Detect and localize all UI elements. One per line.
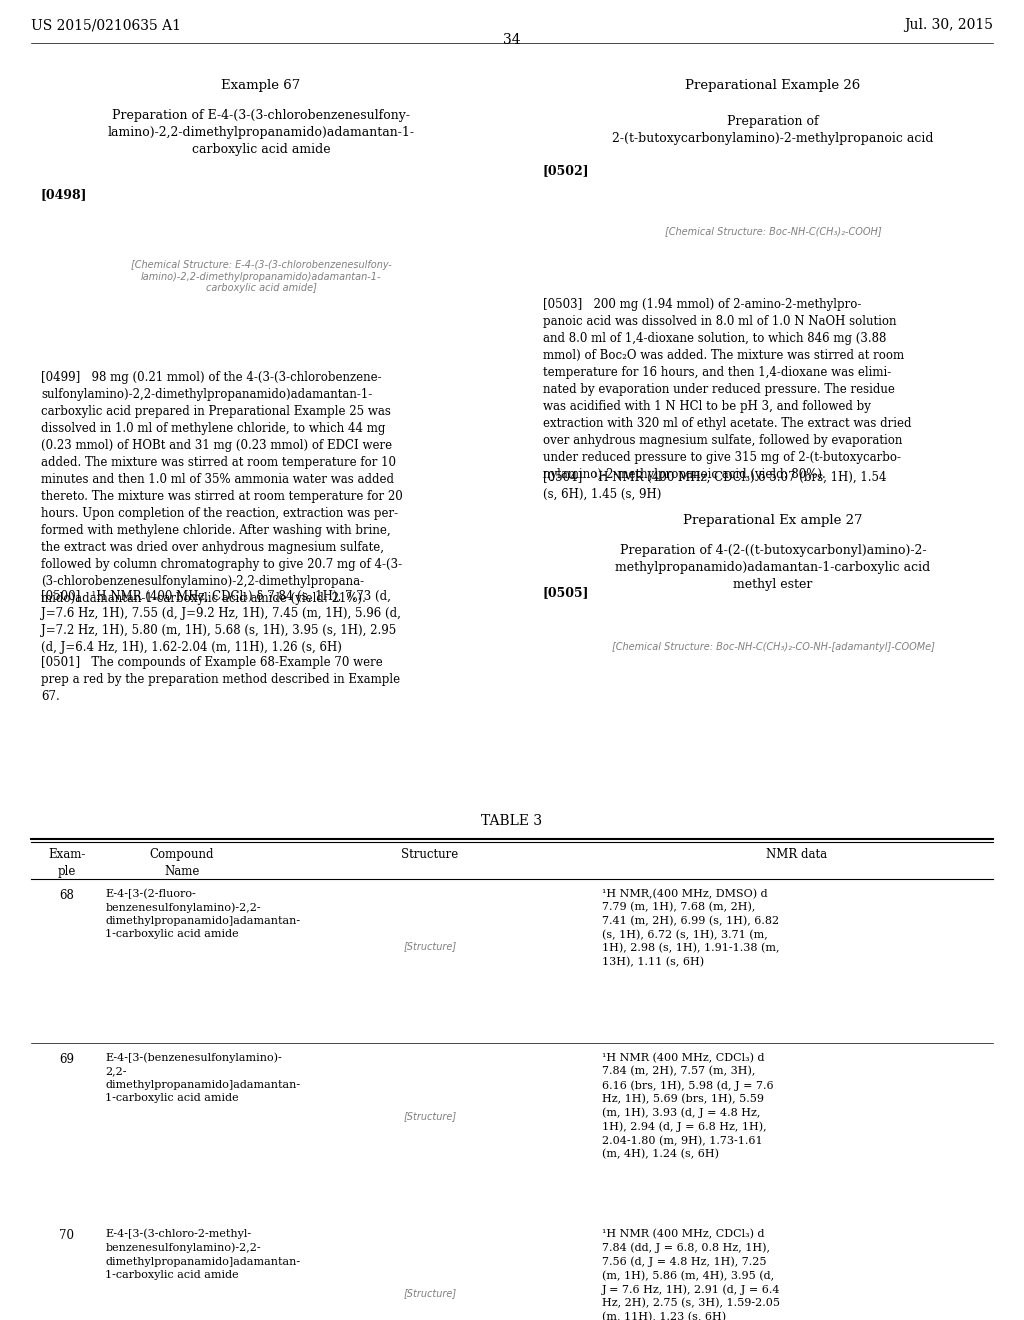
Text: [0498]: [0498] (41, 189, 87, 202)
Text: Preparation of
2-(t-butoxycarbonylamino)-2-methylpropanoic acid: Preparation of 2-(t-butoxycarbonylamino)… (612, 115, 934, 145)
Text: E-4-[3-(3-chloro-2-methyl-
benzenesulfonylamino)-2,2-
dimethylpropanamido]adaman: E-4-[3-(3-chloro-2-methyl- benzenesulfon… (105, 1229, 301, 1280)
Text: 70: 70 (59, 1229, 74, 1242)
Text: Exam-
ple: Exam- ple (48, 849, 85, 878)
Text: Compound
Name: Compound Name (150, 849, 214, 878)
Text: [Structure]: [Structure] (403, 941, 457, 952)
Text: ¹H NMR (400 MHz, CDCl₃) d
7.84 (dd, J = 6.8, 0.8 Hz, 1H),
7.56 (d, J = 4.8 Hz, 1: ¹H NMR (400 MHz, CDCl₃) d 7.84 (dd, J = … (602, 1229, 780, 1320)
Text: [Structure]: [Structure] (403, 1111, 457, 1122)
Text: [0502]: [0502] (543, 164, 590, 177)
Text: [0501]   The compounds of Example 68-Example 70 were
prep a red by the preparati: [0501] The compounds of Example 68-Examp… (41, 656, 400, 704)
Text: Preparation of 4-(2-((t-butoxycarbonyl)amino)-2-
methylpropanamido)adamantan-1-c: Preparation of 4-(2-((t-butoxycarbonyl)a… (615, 544, 931, 591)
Text: [Chemical Structure: E-4-(3-(3-chlorobenzenesulfony-
lamino)-2,2-dimethylpropana: [Chemical Structure: E-4-(3-(3-chloroben… (131, 260, 391, 293)
Text: 68: 68 (59, 888, 74, 902)
Text: E-4-[3-(benzenesulfonylamino)-
2,2-
dimethylpropanamido]adamantan-
1-carboxylic : E-4-[3-(benzenesulfonylamino)- 2,2- dime… (105, 1052, 301, 1102)
Text: 34: 34 (503, 33, 521, 46)
Text: Jul. 30, 2015: Jul. 30, 2015 (904, 18, 993, 32)
Text: Preparation of E-4-(3-(3-chlorobenzenesulfony-
lamino)-2,2-dimethylpropanamido)a: Preparation of E-4-(3-(3-chlorobenzenesu… (108, 110, 415, 156)
Text: Preparational Example 26: Preparational Example 26 (685, 79, 861, 92)
Text: [Chemical Structure: Boc-NH-C(CH₃)₂-CO-NH-[adamantyl]-COOMe]: [Chemical Structure: Boc-NH-C(CH₃)₂-CO-N… (611, 643, 935, 652)
Text: E-4-[3-(2-fluoro-
benzenesulfonylamino)-2,2-
dimethylpropanamido]adamantan-
1-ca: E-4-[3-(2-fluoro- benzenesulfonylamino)-… (105, 888, 301, 940)
Text: Preparational Ex ample 27: Preparational Ex ample 27 (683, 513, 863, 527)
Text: [Structure]: [Structure] (403, 1287, 457, 1298)
FancyBboxPatch shape (46, 194, 476, 359)
Text: 69: 69 (59, 1052, 74, 1065)
Text: US 2015/0210635 A1: US 2015/0210635 A1 (31, 18, 180, 32)
Text: TABLE 3: TABLE 3 (481, 814, 543, 829)
Text: [0499]   98 mg (0.21 mmol) of the 4-(3-(3-chlorobenzene-
sulfonylamino)-2,2-dime: [0499] 98 mg (0.21 mmol) of the 4-(3-(3-… (41, 371, 402, 605)
Text: [0503]   200 mg (1.94 mmol) of 2-amino-2-methylpro-
panoic acid was dissolved in: [0503] 200 mg (1.94 mmol) of 2-amino-2-m… (543, 298, 911, 480)
Text: ¹H NMR,(400 MHz, DMSO) d
7.79 (m, 1H), 7.68 (m, 2H),
7.41 (m, 2H), 6.99 (s, 1H),: ¹H NMR,(400 MHz, DMSO) d 7.79 (m, 1H), 7… (602, 888, 779, 968)
Text: [0505]: [0505] (543, 586, 589, 599)
Text: [0504]   ¹H NMR (400 MHz, CDCl₃) δ 5.07 (brs, 1H), 1.54
(s, 6H), 1.45 (s, 9H): [0504] ¹H NMR (400 MHz, CDCl₃) δ 5.07 (b… (543, 471, 886, 502)
Text: Structure: Structure (401, 849, 459, 862)
Text: Example 67: Example 67 (221, 79, 301, 92)
Text: [Chemical Structure: Boc-NH-C(CH₃)₂-COOH]: [Chemical Structure: Boc-NH-C(CH₃)₂-COOH… (665, 226, 882, 236)
Text: ¹H NMR (400 MHz, CDCl₃) d
7.84 (m, 2H), 7.57 (m, 3H),
6.16 (brs, 1H), 5.98 (d, J: ¹H NMR (400 MHz, CDCl₃) d 7.84 (m, 2H), … (602, 1052, 774, 1160)
Text: [0500]   ¹H NMR (400 MHz, CDCl₃) δ 7.84 (s, 1H), 7.73 (d,
J=7.6 Hz, 1H), 7.55 (d: [0500] ¹H NMR (400 MHz, CDCl₃) δ 7.84 (s… (41, 590, 400, 653)
Text: NMR data: NMR data (766, 849, 826, 862)
